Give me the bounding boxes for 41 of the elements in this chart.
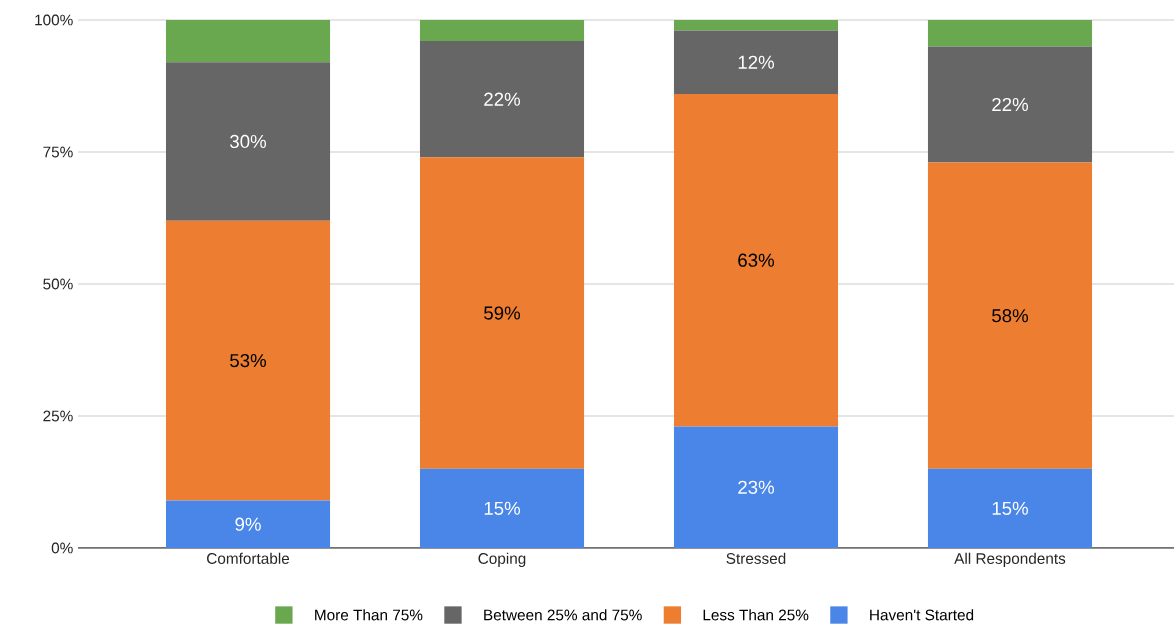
data-label: 58% bbox=[992, 309, 1029, 323]
y-tick-label: 75% bbox=[43, 146, 73, 158]
data-label: 9% bbox=[235, 517, 261, 531]
legend-label: Less Than 25% bbox=[703, 609, 809, 621]
bar bbox=[673, 30, 839, 94]
data-label: 63% bbox=[738, 253, 775, 267]
bar bbox=[927, 468, 1093, 548]
bar bbox=[419, 41, 585, 158]
bar bbox=[673, 19, 839, 31]
legend-label: More Than 75% bbox=[315, 609, 423, 621]
bar bbox=[673, 93, 839, 427]
bar bbox=[165, 19, 331, 63]
data-label: 15% bbox=[484, 501, 521, 515]
x-tick-label: Comfortable bbox=[207, 552, 290, 564]
data-label: 22% bbox=[992, 97, 1029, 112]
data-label: 59% bbox=[484, 306, 521, 320]
y-tick-label: 0% bbox=[51, 542, 73, 554]
data-label: 53% bbox=[230, 353, 267, 368]
bar bbox=[165, 500, 331, 548]
bar bbox=[419, 468, 585, 548]
data-label: 30% bbox=[230, 134, 267, 149]
bar bbox=[927, 46, 1093, 163]
x-tick-label: Stressed bbox=[726, 552, 786, 564]
y-tick-label: 100% bbox=[35, 14, 73, 26]
bar bbox=[673, 426, 839, 548]
bar bbox=[419, 19, 585, 42]
bar bbox=[927, 19, 1093, 47]
bar bbox=[165, 220, 331, 501]
x-tick-label: All Respondents bbox=[954, 552, 1066, 567]
bar bbox=[419, 157, 585, 469]
x-tick-label: Coping bbox=[478, 552, 526, 567]
legend-label: Haven't Started bbox=[870, 609, 974, 621]
y-tick-label: 25% bbox=[43, 410, 73, 422]
bar bbox=[165, 62, 331, 221]
legend-label: Between 25% and 75% bbox=[484, 609, 642, 621]
data-label: 15% bbox=[992, 501, 1029, 515]
data-label: 22% bbox=[484, 92, 521, 106]
y-tick-label: 50% bbox=[43, 278, 73, 290]
bar bbox=[927, 162, 1093, 469]
data-label: 23% bbox=[738, 480, 775, 494]
data-label: 12% bbox=[738, 55, 775, 69]
